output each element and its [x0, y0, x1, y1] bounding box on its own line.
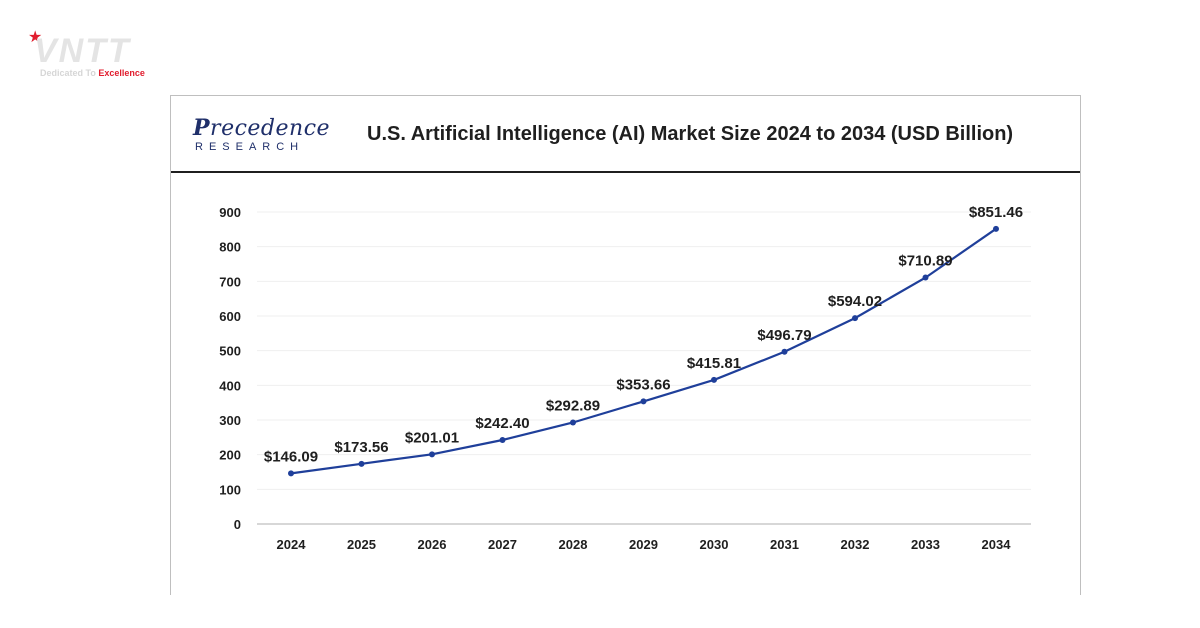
star-icon: ★ [28, 29, 43, 46]
x-tick-label: 2029 [629, 537, 658, 552]
data-point [570, 419, 576, 426]
x-tick-label: 2027 [488, 537, 517, 552]
data-label: $292.89 [546, 397, 600, 414]
chart-header: Precedence RESEARCH U.S. Artificial Inte… [171, 96, 1080, 173]
chart-title: U.S. Artificial Intelligence (AI) Market… [367, 123, 1014, 145]
data-point [429, 451, 435, 458]
watermark-brand: VNTT [34, 32, 131, 70]
y-tick-label: 900 [219, 205, 241, 220]
precedence-logo: Precedence RESEARCH [193, 116, 333, 156]
logo-subtitle: RESEARCH [195, 141, 305, 153]
x-tick-label: 2034 [982, 537, 1012, 552]
chart-card: Precedence RESEARCH U.S. Artificial Inte… [170, 95, 1081, 595]
data-points [288, 225, 999, 477]
x-tick-label: 2033 [911, 537, 940, 552]
y-tick-label: 100 [219, 482, 241, 497]
data-label: $710.89 [898, 253, 952, 270]
data-label: $173.56 [334, 439, 388, 456]
x-tick-labels: 2024 2025 2026 2027 2028 2029 2030 2031 2032 2033… [277, 537, 1012, 552]
data-label: $415.81 [687, 355, 741, 372]
data-label: $594.02 [828, 293, 882, 310]
y-tick-label: 300 [219, 413, 241, 428]
data-point [288, 470, 294, 477]
data-point [781, 348, 788, 355]
y-tick-label: 200 [219, 448, 241, 463]
data-point [711, 376, 717, 383]
grid-lines [257, 211, 1031, 490]
y-tick-label: 400 [219, 378, 241, 393]
data-point [922, 274, 929, 281]
data-label: $496.79 [757, 327, 811, 344]
y-tick-labels: 0 100 200 300 400 500 600 700 800 900 [219, 205, 241, 532]
data-label: $242.40 [475, 415, 529, 432]
y-tick-label: 700 [219, 274, 241, 289]
data-labels: $146.09 $173.56 $201.01 $242.40 $292.89 $353.… [264, 204, 1023, 466]
y-tick-label: 0 [234, 517, 241, 532]
data-label: $146.09 [264, 448, 318, 465]
x-tick-label: 2026 [418, 537, 447, 552]
x-tick-label: 2025 [347, 537, 376, 552]
x-tick-label: 2030 [700, 537, 729, 552]
x-tick-label: 2031 [770, 537, 799, 552]
data-label: $851.46 [969, 204, 1023, 221]
data-label: $353.66 [616, 376, 670, 393]
y-tick-label: 600 [219, 309, 241, 324]
watermark-tagline: Dedicated To Excellence [40, 68, 145, 78]
logo-wordmark: Precedence [193, 115, 331, 141]
x-tick-label: 2032 [841, 537, 870, 552]
data-point [993, 225, 999, 232]
data-point [499, 436, 506, 443]
x-tick-label: 2028 [559, 537, 588, 552]
data-point [852, 315, 858, 322]
watermark-logo: ★ VNTT Dedicated To Excellence [28, 30, 168, 80]
y-tick-label: 800 [219, 240, 241, 255]
x-tick-label: 2024 [277, 537, 307, 552]
y-tick-label: 500 [219, 344, 241, 359]
data-label: $201.01 [405, 429, 459, 446]
data-point [640, 398, 647, 405]
data-point [358, 460, 365, 467]
